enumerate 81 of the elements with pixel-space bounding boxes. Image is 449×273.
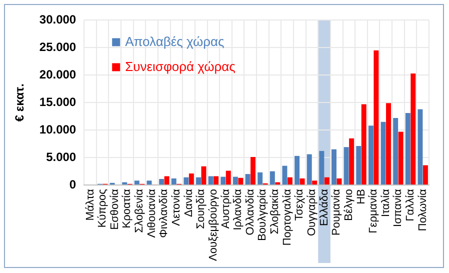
bar	[258, 172, 263, 185]
x-tick-label: Ελλάδα	[318, 188, 330, 226]
bar	[332, 149, 336, 185]
bar	[368, 126, 374, 185]
y-axis-title: € εκατ.	[12, 84, 27, 122]
bar	[171, 178, 176, 185]
bar	[393, 118, 398, 185]
bar	[294, 156, 300, 185]
bar	[201, 166, 206, 185]
x-tick-label: Βέλγιο	[342, 189, 355, 221]
x-tick-label: Βουλγαρία	[256, 188, 269, 241]
x-tick-label: Σουηδία	[195, 188, 208, 229]
bar	[134, 180, 140, 185]
x-tick-label: Ιρλανδία	[232, 188, 244, 230]
bar	[287, 177, 292, 185]
x-tick-label: Ουγγαρία	[306, 188, 318, 236]
bar	[361, 104, 366, 185]
x-tick-label: Κροατία	[121, 188, 134, 228]
bar	[184, 177, 189, 185]
x-tick-label: Γερμανία	[368, 188, 380, 234]
x-tick-label: Ρουμανία	[330, 188, 343, 236]
bar	[208, 176, 214, 185]
bar	[226, 170, 231, 185]
bar	[374, 50, 379, 185]
bar	[405, 113, 410, 185]
bar	[214, 176, 219, 185]
bar	[380, 122, 386, 185]
y-tick-label: 5.000	[46, 150, 76, 164]
bar	[232, 176, 238, 185]
bar	[146, 180, 152, 185]
bar	[282, 166, 288, 185]
x-tick-label: Φινλανδία	[158, 188, 170, 238]
x-tick-label: Γαλλία	[404, 188, 417, 222]
x-tick-label: Λιθουανία	[146, 188, 158, 238]
bar	[349, 138, 354, 185]
y-tick-label: 25.000	[39, 40, 76, 54]
x-tick-label: Ολλανδία	[244, 188, 256, 236]
bar	[344, 147, 349, 185]
bar	[270, 171, 275, 185]
x-tick-label: Ιταλία	[380, 188, 392, 217]
x-tick-label: Σλοβενία	[134, 188, 146, 233]
y-tick-label: 15.000	[39, 94, 76, 109]
x-tick-label: Κύπρος	[96, 189, 109, 228]
bar	[398, 132, 404, 185]
bar	[220, 176, 226, 185]
x-tick-label: Λουξεμβούργο	[207, 189, 220, 261]
x-tick-label: Δανία	[182, 188, 195, 218]
x-tick-label: ΗΒ	[355, 189, 368, 204]
x-tick-label: Εσθονία	[108, 188, 121, 230]
bar	[386, 103, 391, 185]
bar	[356, 146, 362, 185]
x-tick-label: Μάλτα	[84, 188, 96, 221]
bar	[245, 174, 250, 185]
bar	[319, 150, 324, 185]
bar	[336, 178, 342, 185]
bar	[238, 178, 244, 185]
bar	[300, 178, 305, 185]
x-tick-label: Ισπανία	[392, 188, 404, 227]
x-tick-label: Σλοβακία	[269, 188, 282, 234]
bar	[312, 180, 318, 185]
x-tick-label: Λετονία	[170, 188, 183, 226]
bar	[410, 73, 416, 185]
bar	[188, 173, 194, 185]
x-tick-label: Αυστρία	[220, 188, 232, 229]
bar	[250, 157, 256, 185]
bar	[418, 109, 423, 185]
bar	[422, 165, 428, 185]
bar	[306, 154, 312, 185]
bar	[196, 177, 201, 185]
bar	[159, 178, 164, 185]
x-tick-label: Πολωνία	[416, 188, 429, 232]
x-tick-label: Τσεχία	[294, 188, 306, 221]
x-tick-label: Πορτογαλία	[281, 188, 294, 246]
y-tick-label: 0	[69, 177, 76, 192]
legend-label: Απολαβές χώρας	[125, 34, 224, 49]
y-tick-label: 30.000	[39, 12, 76, 27]
bar	[324, 177, 330, 185]
y-tick-label: 10.000	[39, 122, 76, 136]
y-tick-label: 20.000	[39, 67, 76, 82]
bar	[164, 176, 170, 185]
legend-label: Συνεισφορά χώρας	[125, 58, 236, 74]
